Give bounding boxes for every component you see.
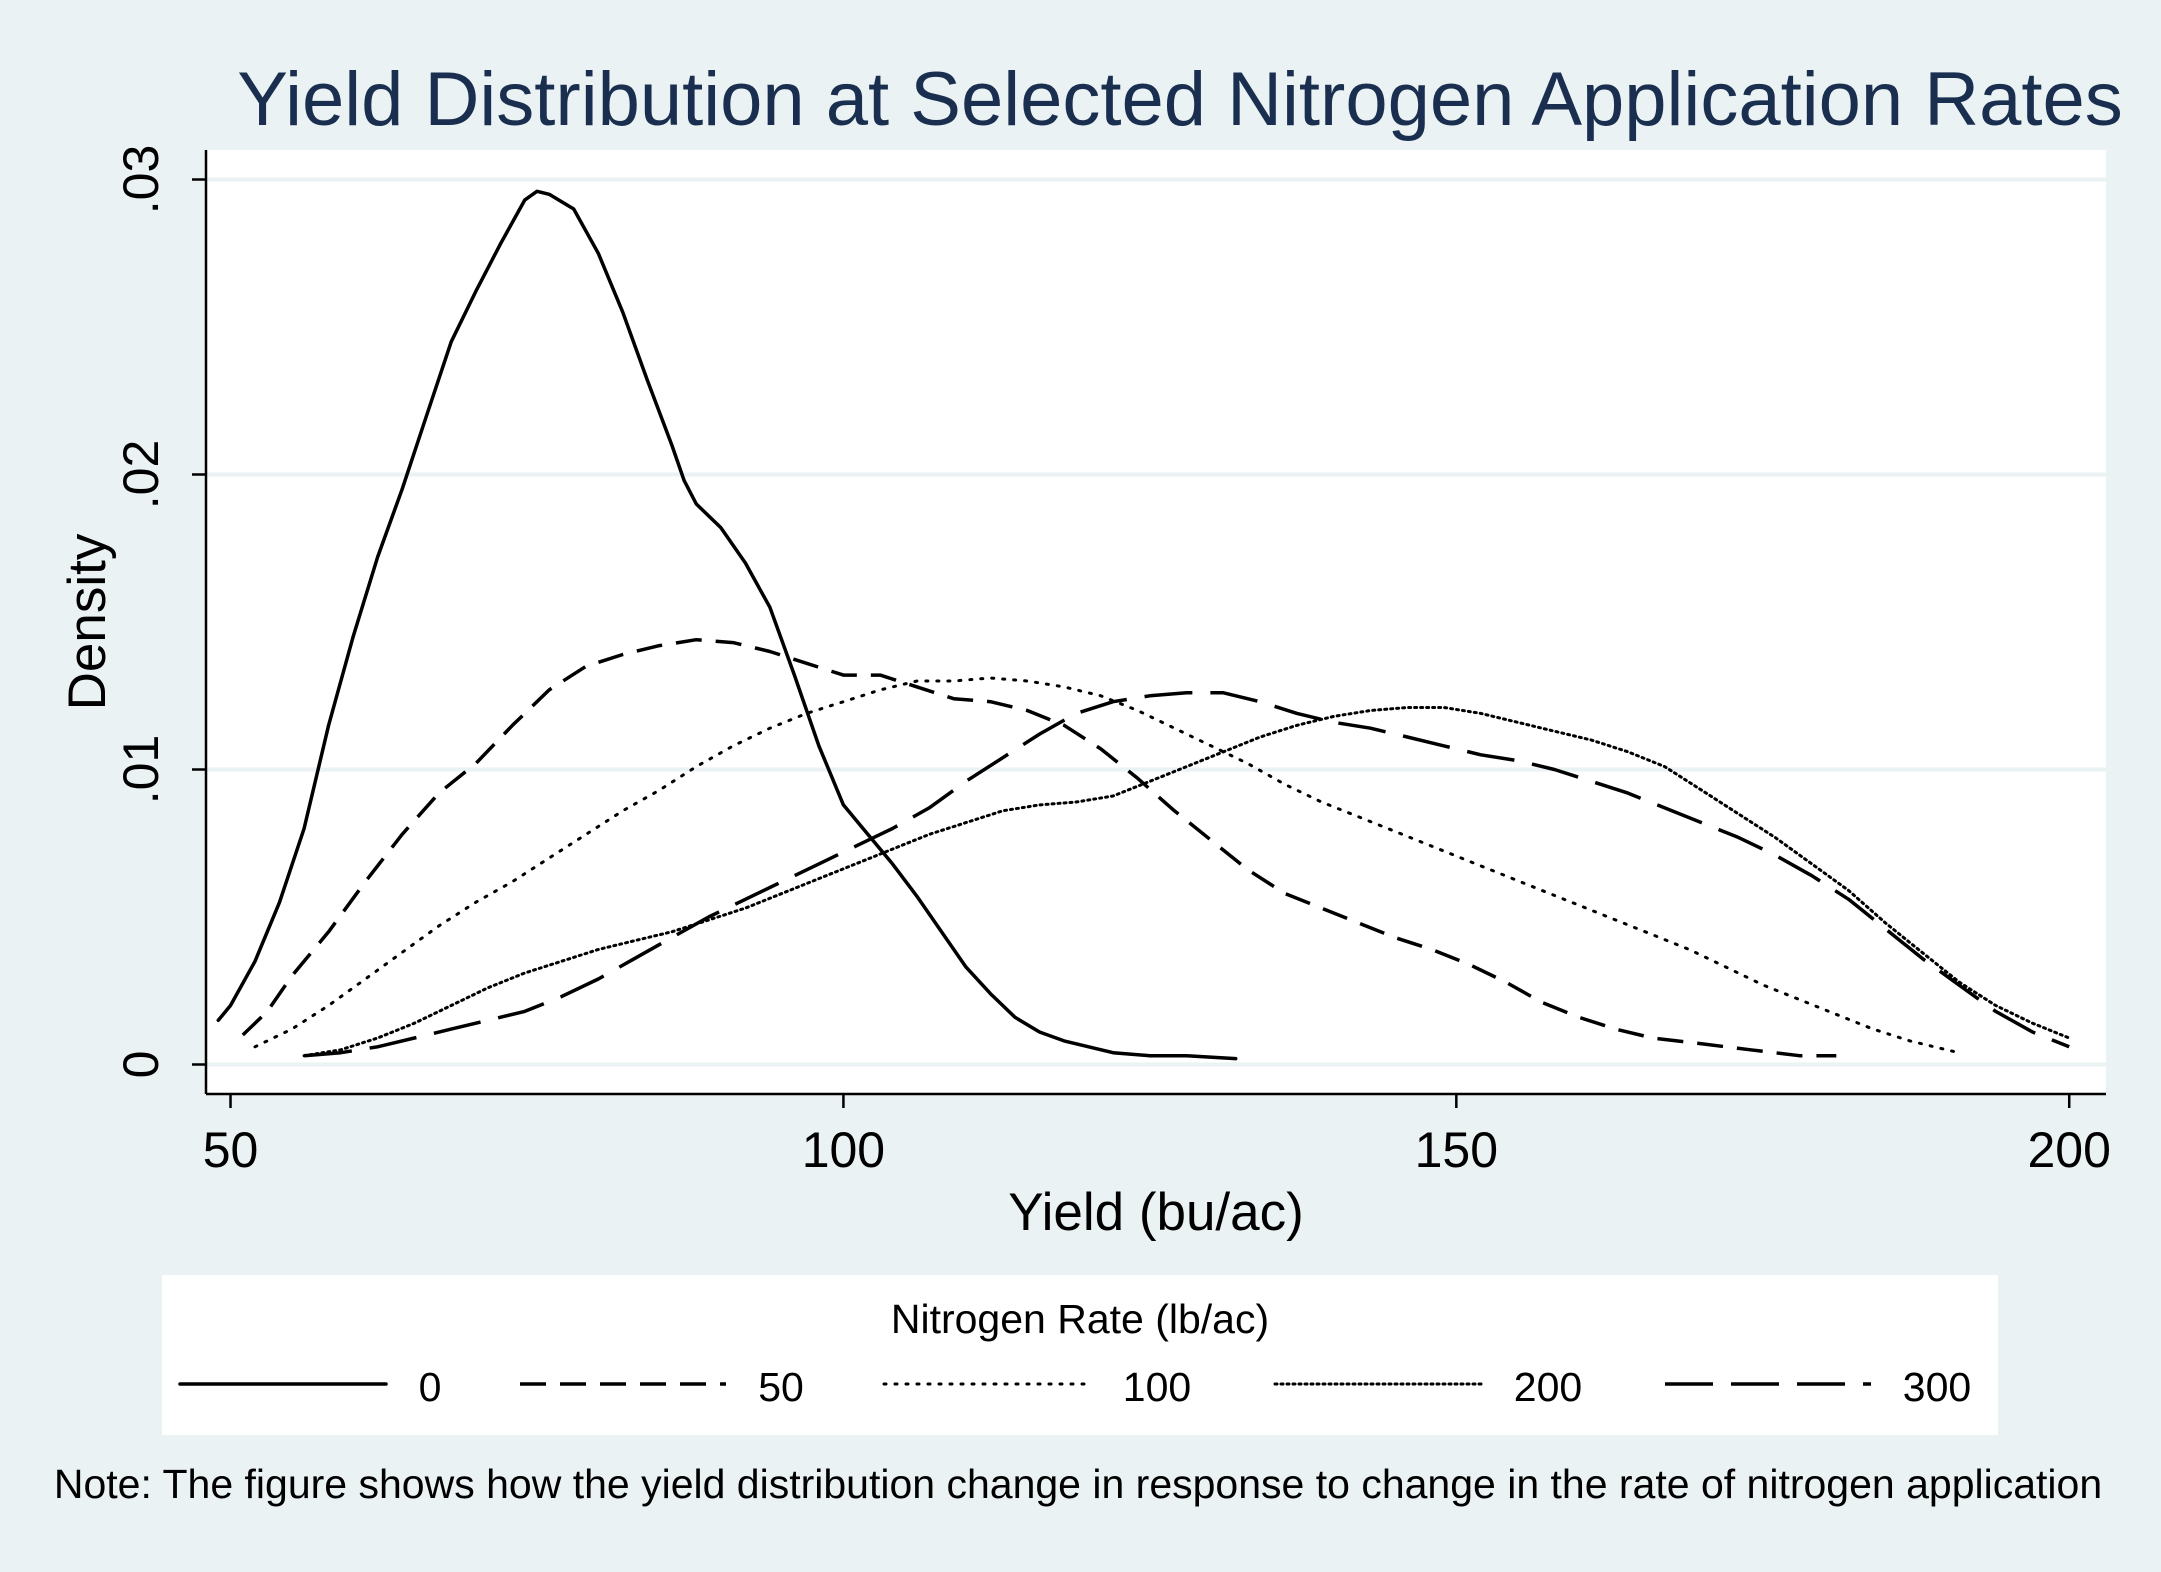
plot-area: [206, 150, 2106, 1094]
x-tick-label-0: 50: [203, 1122, 259, 1178]
gridlines: [206, 177, 2106, 1067]
legend-title: Nitrogen Rate (lb/ac): [891, 1296, 1269, 1342]
series-line-300: [303, 691, 2070, 1058]
x-tick-label-3: 200: [2028, 1122, 2111, 1178]
y-tick-label-2: .02: [113, 440, 169, 510]
y-ticks: 0 .01 .02 .03: [113, 145, 206, 1079]
legend-label-0: 0: [419, 1364, 442, 1410]
y-axis-label: Density: [58, 533, 117, 710]
x-tick-label-1: 100: [802, 1122, 885, 1178]
series-layer: [216, 189, 2071, 1061]
y-tick-label-0: 0: [113, 1051, 169, 1079]
series-line-0: [216, 189, 1238, 1061]
x-tick-label-2: 150: [1415, 1122, 1498, 1178]
figure-note: Note: The figure shows how the yield dis…: [54, 1461, 2102, 1507]
x-axis-label: Yield (bu/ac): [1008, 1183, 1304, 1242]
series-line-100: [253, 676, 1961, 1055]
legend-box: [162, 1275, 1998, 1435]
legend-items: 0 50 100 200 300: [178, 1364, 1971, 1410]
legend-label-50: 50: [758, 1364, 804, 1410]
legend-label-300: 300: [1903, 1364, 1971, 1410]
legend: Nitrogen Rate (lb/ac) 0 50 100 200 300: [162, 1275, 1998, 1435]
x-ticks: 50 100 150 200: [203, 1094, 2111, 1178]
series-line-50: [241, 637, 1837, 1058]
legend-label-200: 200: [1514, 1364, 1582, 1410]
chart-title: Yield Distribution at Selected Nitrogen …: [237, 57, 2123, 142]
y-tick-label-3: .03: [113, 145, 169, 215]
y-tick-label-1: .01: [113, 735, 169, 805]
legend-label-100: 100: [1123, 1364, 1191, 1410]
axes: [204, 150, 2106, 1096]
series-line-200: [302, 706, 2071, 1058]
